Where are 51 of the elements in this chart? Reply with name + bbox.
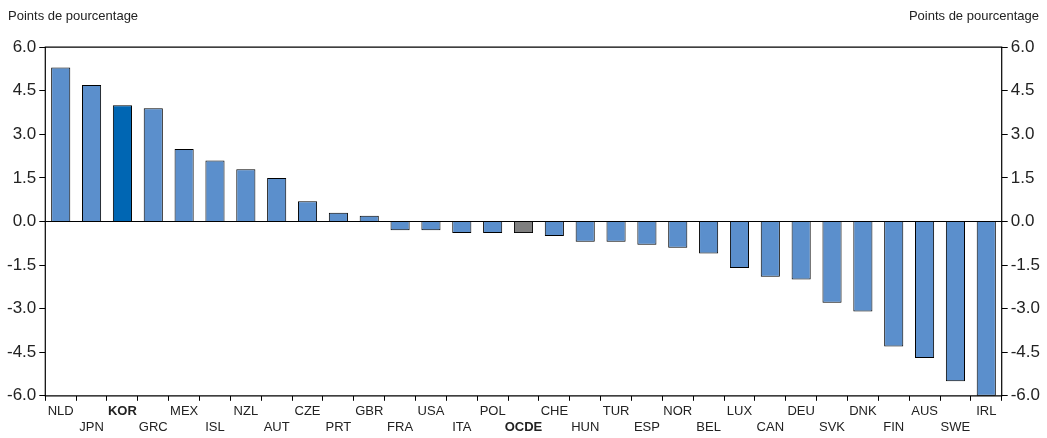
y2-tick-label: 0.0 xyxy=(1010,211,1035,231)
x-tick-label: POL xyxy=(479,403,506,419)
x-tick-label: SWE xyxy=(940,418,971,434)
y-axis-title: Points de pourcentage xyxy=(8,8,139,23)
y-tick-label: -3.0 xyxy=(7,298,37,318)
y2-tick-label: 3.0 xyxy=(1010,124,1035,144)
y-tick-label: 4.5 xyxy=(12,80,37,100)
x-tick-label: GRC xyxy=(138,418,168,434)
y-tick-label: -6.0 xyxy=(7,385,37,405)
y-tick-label: -4.5 xyxy=(7,341,37,361)
x-tick-label: DEU xyxy=(787,403,815,419)
x-tick-label: JPN xyxy=(79,418,104,434)
x-tick-label: SVK xyxy=(819,418,846,434)
x-tick-label: CAN xyxy=(756,418,785,434)
y2-tick-label: -3.0 xyxy=(1010,298,1040,318)
y2-tick-label: -4.5 xyxy=(1010,341,1040,361)
x-tick-label: NZL xyxy=(233,403,259,419)
x-tick-label: KOR xyxy=(107,403,138,419)
y2-tick-label: -6.0 xyxy=(1010,385,1040,405)
x-tick-label: AUS xyxy=(911,403,939,419)
x-tick-label: TUR xyxy=(602,403,630,419)
x-tick-label: IRL xyxy=(976,403,997,419)
y2-tick-label: 4.5 xyxy=(1010,80,1035,100)
x-tick-label: OCDE xyxy=(504,418,543,434)
y2-tick-label: 6.0 xyxy=(1010,36,1035,56)
x-tick-label: NOR xyxy=(663,403,693,419)
x-tick-label: ESP xyxy=(633,418,660,434)
x-tick-label: PRT xyxy=(325,418,352,434)
x-tick-label: BEL xyxy=(696,418,721,434)
y2-axis-title: Points de pourcentage xyxy=(908,8,1039,23)
y-tick-label: 1.5 xyxy=(12,167,37,187)
x-tick-label: FRA xyxy=(387,418,414,434)
x-tick-label: FIN xyxy=(883,418,905,434)
x-tick-label: DNK xyxy=(849,403,877,419)
y2-tick-label: 1.5 xyxy=(1010,167,1035,187)
x-tick-label: ITA xyxy=(452,418,472,434)
x-tick-label: NLD xyxy=(47,403,74,419)
x-tick-label: CZE xyxy=(294,403,321,419)
x-tick-label: HUN xyxy=(571,418,600,434)
x-tick-label: CHE xyxy=(540,403,569,419)
x-tick-label: LUX xyxy=(726,403,753,419)
y-tick-label: -1.5 xyxy=(7,254,37,274)
y-tick-label: 0.0 xyxy=(12,211,37,231)
x-tick-label: AUT xyxy=(263,418,290,434)
y-tick-label: 3.0 xyxy=(12,124,37,144)
x-tick-label: GBR xyxy=(355,403,384,419)
y2-tick-label: -1.5 xyxy=(1010,254,1040,274)
y-tick-label: 6.0 xyxy=(12,36,37,56)
x-tick-label: ISL xyxy=(205,418,225,434)
x-tick-label: USA xyxy=(417,403,445,419)
x-tick-label: MEX xyxy=(170,403,199,419)
